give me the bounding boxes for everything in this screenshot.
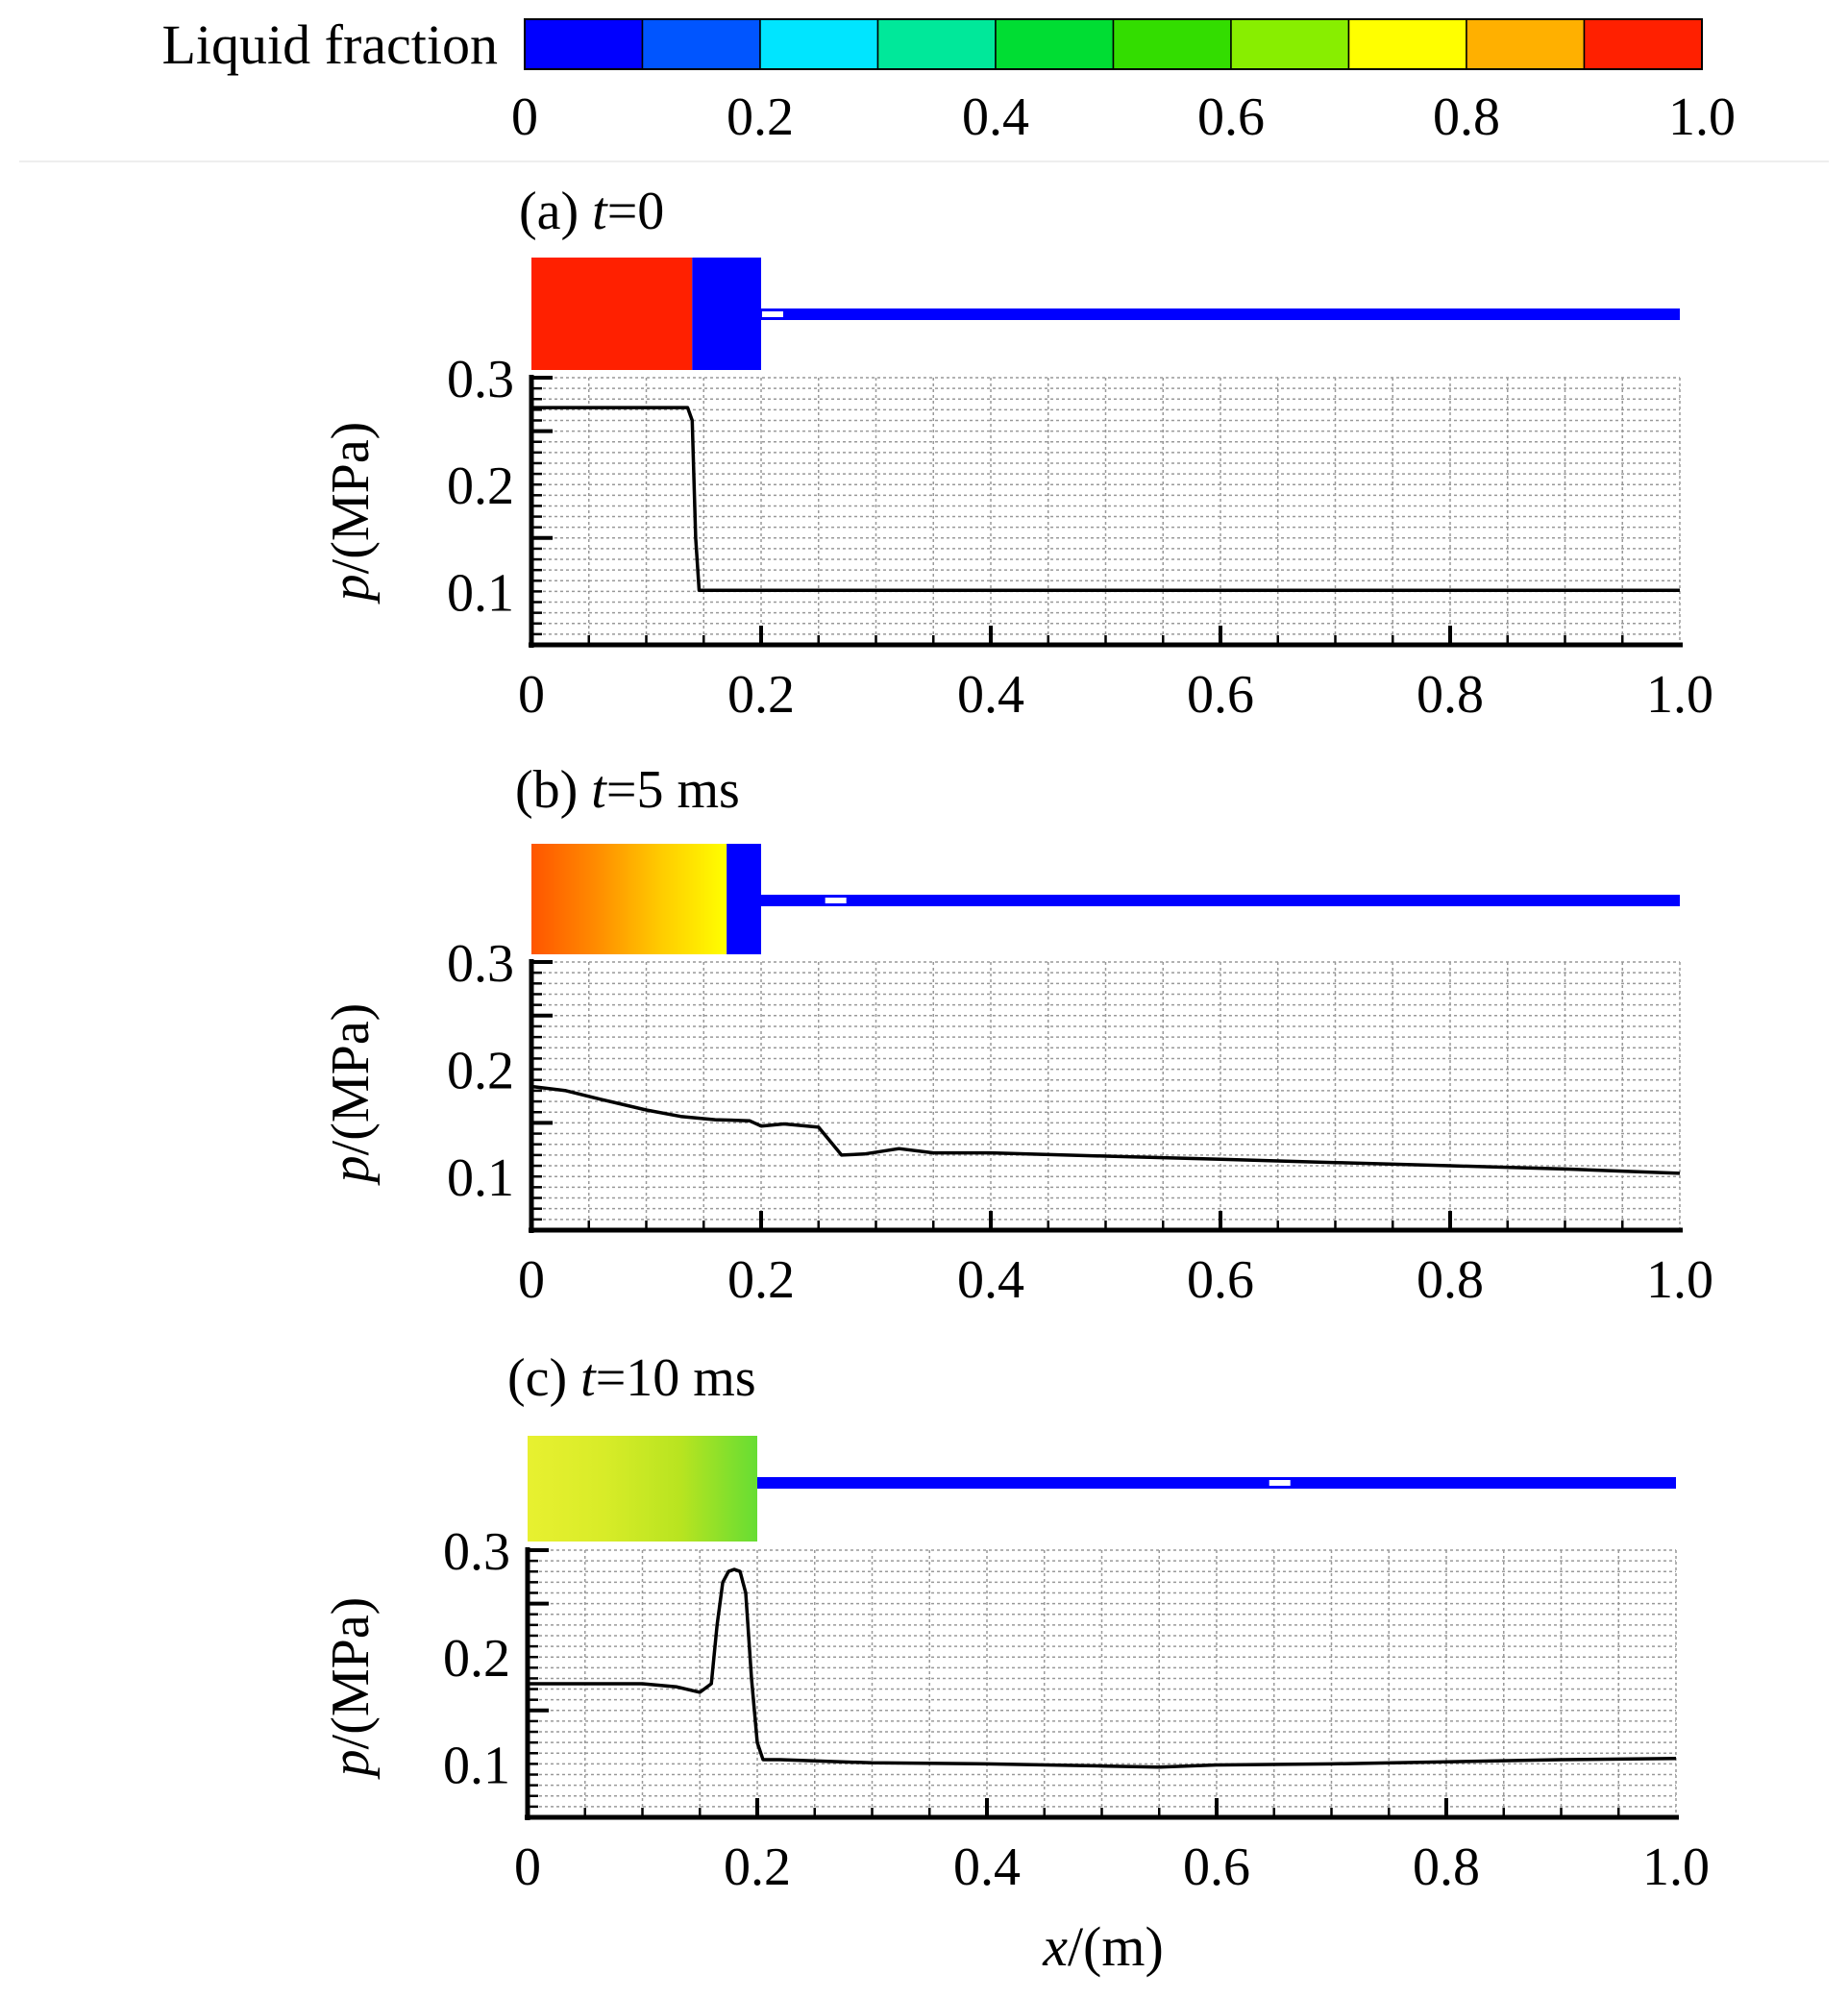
y-tick-label: 0.1 (447, 1148, 514, 1208)
liquid-slug-marker (1269, 1480, 1291, 1486)
colorbar-band (1112, 18, 1232, 70)
y-tick-label: 0.3 (443, 1522, 510, 1582)
colorbar-tick-label: 0 (511, 87, 538, 147)
pipe-contour (757, 1477, 1676, 1489)
pressure-line (530, 1084, 1681, 1175)
panel-a: (a) t=0 p/(MPa) 0 0.2 0.4 0.6 0.8 1.0 0.1 0.2 0.… (321, 182, 1713, 725)
x-tick-label: 0 (518, 665, 545, 725)
contour-strip (528, 1436, 1676, 1542)
colorbar-tick-label: 0.6 (1197, 87, 1265, 147)
y-tick-label: 0.2 (447, 1042, 514, 1101)
x-tick-label: 0.8 (1417, 665, 1484, 725)
colorbar: Liquid fraction 0 0.2 0.4 0.6 0.8 1.0 (161, 13, 1736, 147)
colorbar-tick-label: 0.8 (1433, 87, 1500, 147)
pipe-contour (761, 895, 1680, 906)
x-tick-label: 0.8 (1417, 1250, 1484, 1310)
contour-strip (531, 258, 1680, 370)
contour-segment (531, 844, 727, 954)
x-tick-label: 0 (514, 1838, 541, 1897)
colorbar-tick-label: 0.2 (727, 87, 794, 147)
y-tick-label: 0.1 (443, 1736, 510, 1795)
colorbar-bands (524, 18, 1703, 70)
panel-c-title: (c) t=10 ms (507, 1348, 756, 1408)
x-tick-label: 0 (518, 1250, 545, 1310)
colorbar-band (876, 18, 997, 70)
grid (528, 1549, 1677, 1817)
y-tick-label: 0.1 (447, 563, 514, 623)
liquid-slug-marker (825, 898, 847, 903)
colorbar-ticks: 0 0.2 0.4 0.6 0.8 1.0 (511, 87, 1736, 147)
x-tick-label: 0.4 (957, 665, 1024, 725)
x-tick-label: 0.6 (1183, 1838, 1250, 1897)
y-tick-label: 0.3 (447, 934, 514, 994)
panel-c: (c) t=10 ms p/(MPa) 0 0.2 0.4 0.6 0.8 1.0 0.1 0… (321, 1348, 1710, 1897)
panel-a-ylabel: p/(MPa) (321, 422, 381, 605)
x-tick-label: 1.0 (1646, 1250, 1713, 1310)
panel-b: (b) t=5 ms p/(MPa) 0 0.2 0.4 0.6 0.8 1.0 0.1 0.… (321, 760, 1713, 1310)
pressure-line (528, 1567, 1677, 1769)
grid (531, 377, 1681, 645)
x-tick-label: 1.0 (1646, 665, 1713, 725)
x-axis-label: x/(m) (1042, 1915, 1164, 1978)
colorbar-band (1347, 18, 1467, 70)
colorbar-frame (524, 18, 1703, 70)
colorbar-title: Liquid fraction (161, 13, 498, 76)
x-tick-label: 0.6 (1187, 665, 1254, 725)
y-tick-label: 0.2 (443, 1629, 510, 1689)
contour-segment (692, 258, 761, 370)
colorbar-band (524, 18, 644, 70)
x-tick-label: 0.2 (727, 665, 795, 725)
colorbar-band (995, 18, 1115, 70)
liquid-slug-marker (761, 311, 783, 317)
colorbar-band (1466, 18, 1586, 70)
panel-c-ylabel: p/(MPa) (321, 1597, 381, 1781)
x-tick-label: 0.2 (724, 1838, 791, 1897)
colorbar-tick-label: 1.0 (1668, 87, 1736, 147)
contour-segment (528, 1436, 757, 1542)
colorbar-band (759, 18, 879, 70)
colorbar-tick-label: 0.4 (962, 87, 1029, 147)
y-tick-label: 0.3 (447, 350, 514, 409)
grid (531, 961, 1681, 1230)
contour-segment (531, 258, 693, 370)
pipe-contour (761, 308, 1680, 320)
colorbar-band (641, 18, 761, 70)
panel-b-ylabel: p/(MPa) (321, 1003, 381, 1187)
x-tick-label: 0.4 (957, 1250, 1024, 1310)
panel-b-title: (b) t=5 ms (515, 760, 740, 820)
contour-strip (531, 844, 1680, 954)
panel-a-title: (a) t=0 (519, 182, 664, 241)
y-tick-label: 0.2 (447, 456, 514, 516)
x-tick-label: 0.8 (1413, 1838, 1480, 1897)
x-tick-label: 0.2 (727, 1250, 795, 1310)
colorbar-band (1583, 18, 1703, 70)
contour-segment (727, 844, 761, 954)
x-tick-label: 1.0 (1642, 1838, 1710, 1897)
x-tick-label: 0.6 (1187, 1250, 1254, 1310)
pressure-line (531, 406, 1680, 593)
x-tick-label: 0.4 (953, 1838, 1021, 1897)
colorbar-band (1230, 18, 1350, 70)
